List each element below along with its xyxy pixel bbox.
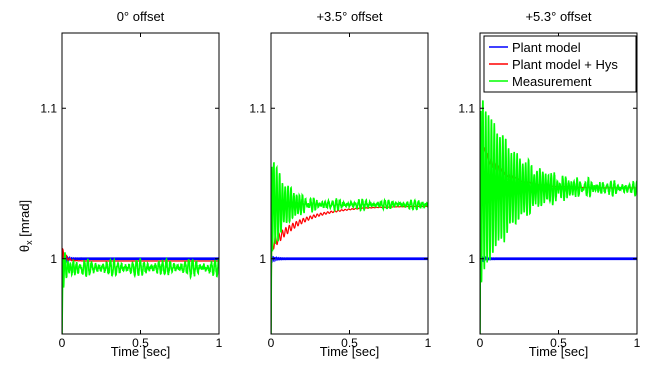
y-tick-label: 1 [468,252,475,266]
series-group [271,162,428,334]
y-axis-label: θx [mrad] [17,200,34,252]
panel-3: +5.3° offset 0 0.5 1 1 1.1 Time [sec] Plant mod… [458,9,640,359]
axes-box [61,32,220,335]
y-tick-label: 1 [50,252,57,266]
x-tick-label: 0.5 [132,336,149,350]
x-tick-label: 0 [59,336,66,350]
x-tick-label: 0.5 [341,336,358,350]
panel-title: +5.3° offset [525,9,591,24]
series-group [480,100,637,334]
series-line-plant-model [480,255,637,334]
legend-box [483,35,637,93]
x-tick-label: 1 [425,336,432,350]
series-line-measurement [62,252,219,334]
x-tick-label: 0 [477,336,484,350]
series-group [62,247,219,334]
x-axis-label: Time [sec] [320,344,379,359]
series-line-measurement [480,100,637,334]
panel-2: +3.5° offset 0 0.5 1 1 1.1 Time [sec] [249,9,431,359]
x-tick-label: 0.5 [550,336,567,350]
panel-1: 0° offset 0 0.5 1 1 1.1 Time [sec] [40,9,222,359]
legend-label: Plant model [512,40,581,55]
legend-label: Measurement [512,74,592,89]
y-tick-label: 1 [259,252,266,266]
legend-label: Plant model + Hys [512,57,618,72]
panel-title: +3.5° offset [316,9,382,24]
series-line-plant-model [271,255,428,334]
x-tick-label: 0 [268,336,275,350]
series-line-measurement [271,162,428,334]
axes-box [270,32,429,335]
legend: Plant model Plant model + Hys Measurement [483,35,637,93]
x-tick-label: 1 [634,336,641,350]
x-axis-label: Time [sec] [111,344,170,359]
x-axis-label: Time [sec] [529,344,588,359]
y-tick-label: 1.1 [249,101,266,115]
series-line-plant-model-hys [271,205,428,334]
y-tick-label: 1.1 [458,101,475,115]
panel-title: 0° offset [117,9,165,24]
x-tick-label: 1 [216,336,223,350]
y-tick-label: 1.1 [40,101,57,115]
